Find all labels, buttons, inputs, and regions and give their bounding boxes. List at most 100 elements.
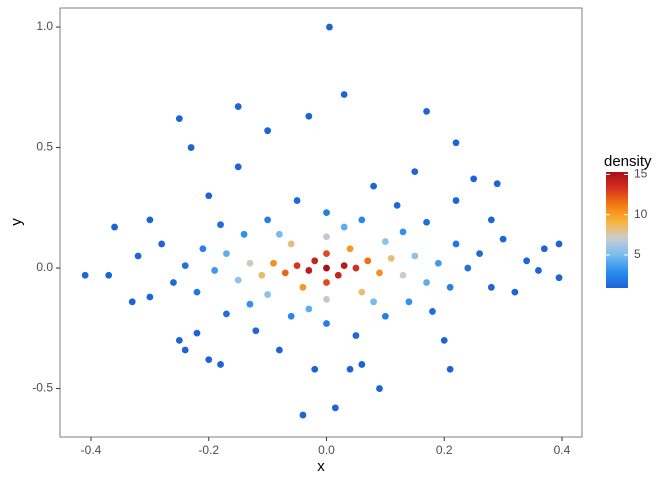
- y-tick-label: 1.0: [36, 19, 53, 33]
- point: [381, 238, 389, 245]
- point: [281, 269, 289, 277]
- point: [217, 361, 224, 368]
- point: [276, 230, 283, 238]
- point: [175, 115, 183, 123]
- point: [399, 228, 407, 236]
- point: [276, 346, 283, 354]
- point: [387, 255, 395, 262]
- point: [323, 320, 330, 327]
- point: [323, 250, 330, 257]
- point: [81, 271, 89, 279]
- point: [187, 144, 195, 151]
- point: [311, 257, 319, 265]
- y-tick-label: 0.5: [36, 140, 53, 154]
- point: [540, 245, 548, 253]
- point: [340, 223, 348, 231]
- point: [423, 218, 430, 226]
- point: [358, 288, 366, 296]
- point: [264, 291, 272, 298]
- point: [264, 127, 272, 135]
- point: [423, 107, 430, 115]
- point: [334, 271, 342, 279]
- point: [376, 269, 383, 277]
- point: [181, 346, 189, 354]
- point: [331, 404, 339, 412]
- panel: [59, 7, 583, 438]
- point: [246, 259, 254, 267]
- point: [234, 163, 242, 171]
- point: [452, 240, 460, 248]
- point: [193, 329, 201, 337]
- point: [476, 250, 483, 257]
- point: [358, 361, 366, 368]
- point: [105, 271, 113, 279]
- point: [323, 209, 330, 217]
- point: [252, 327, 260, 335]
- point: [217, 221, 224, 229]
- y-tick-label: -0.5: [32, 381, 53, 395]
- point: [340, 91, 348, 98]
- x-tick-label: -0.2: [198, 443, 219, 457]
- point: [305, 267, 313, 274]
- point: [158, 240, 166, 248]
- point: [446, 283, 454, 291]
- point: [287, 240, 295, 248]
- point: [352, 332, 360, 339]
- point: [376, 385, 383, 392]
- point: [326, 23, 333, 31]
- point: [346, 245, 354, 253]
- colorbar-label: 10: [634, 207, 648, 221]
- point: [146, 216, 154, 224]
- point: [452, 139, 460, 147]
- point: [358, 216, 366, 224]
- point: [258, 271, 266, 279]
- point: [381, 312, 389, 320]
- legend-title: density: [604, 153, 652, 170]
- point: [323, 295, 330, 303]
- point: [352, 264, 360, 272]
- point: [340, 262, 348, 270]
- point: [293, 262, 301, 270]
- x-tick-label: 0.2: [436, 443, 453, 457]
- point: [523, 257, 531, 265]
- point: [193, 288, 201, 296]
- point: [134, 252, 142, 260]
- point: [205, 356, 213, 364]
- point: [411, 168, 419, 176]
- x-tick-label: 0.0: [318, 443, 335, 457]
- point: [370, 298, 378, 306]
- point: [205, 192, 213, 200]
- point: [346, 365, 354, 373]
- point: [511, 288, 519, 296]
- y-axis-title: y: [8, 218, 25, 226]
- point: [323, 233, 330, 241]
- point: [270, 259, 277, 267]
- colorbar: [606, 172, 628, 288]
- y-tick-label: 0.0: [36, 260, 53, 274]
- point: [223, 250, 230, 257]
- x-tick-label: -0.4: [81, 443, 102, 457]
- point: [170, 279, 177, 286]
- point: [323, 264, 330, 272]
- point: [487, 216, 495, 224]
- point: [199, 245, 207, 253]
- point: [240, 230, 248, 238]
- point: [487, 283, 495, 291]
- point: [452, 197, 460, 204]
- point: [440, 336, 448, 344]
- point: [370, 182, 378, 190]
- x-tick-label: 0.4: [554, 443, 571, 457]
- point: [223, 310, 230, 318]
- point: [299, 411, 307, 419]
- point: [555, 274, 563, 282]
- point: [493, 180, 501, 188]
- point: [470, 175, 478, 183]
- point: [364, 257, 372, 265]
- point: [305, 305, 313, 313]
- point: [429, 308, 436, 315]
- point: [423, 279, 430, 286]
- colorbar-label: 15: [634, 167, 648, 181]
- point: [234, 103, 242, 110]
- point: [535, 267, 542, 274]
